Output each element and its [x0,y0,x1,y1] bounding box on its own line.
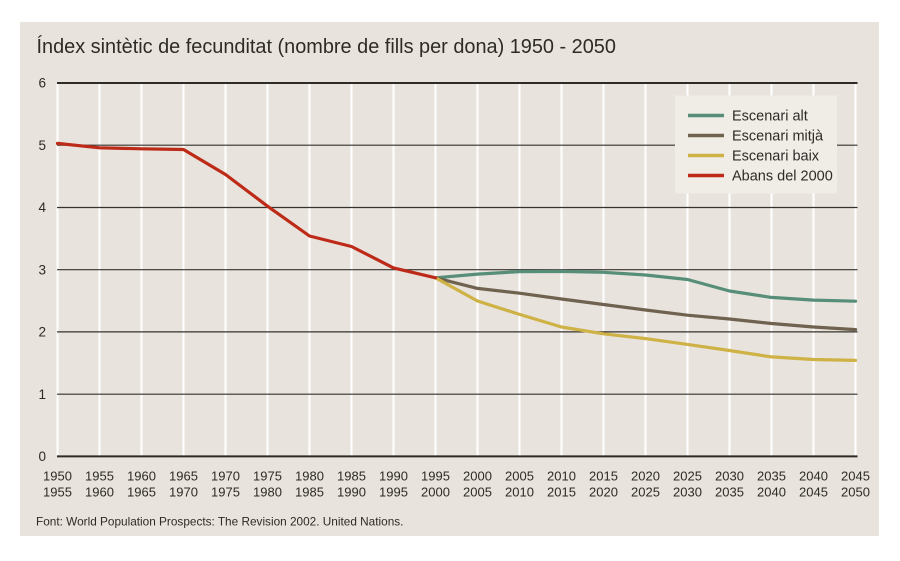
svg-text:1975: 1975 [211,485,240,500]
svg-text:1955: 1955 [43,485,72,500]
svg-text:2010: 2010 [505,485,534,500]
svg-text:1955: 1955 [85,469,114,484]
svg-text:3: 3 [38,262,46,277]
svg-text:1995: 1995 [379,485,408,500]
svg-text:1995: 1995 [421,469,450,484]
svg-text:1970: 1970 [169,485,198,500]
svg-text:0: 0 [38,449,46,464]
svg-text:2000: 2000 [421,485,450,500]
svg-text:1980: 1980 [253,485,282,500]
svg-text:2045: 2045 [841,469,870,484]
svg-text:2045: 2045 [799,485,828,500]
svg-text:2020: 2020 [631,469,660,484]
svg-text:1985: 1985 [295,485,324,500]
svg-text:1965: 1965 [169,469,198,484]
svg-text:2005: 2005 [463,485,492,500]
svg-text:2030: 2030 [715,469,744,484]
svg-text:1960: 1960 [127,469,156,484]
svg-text:1960: 1960 [85,485,114,500]
svg-text:6: 6 [38,76,46,91]
svg-text:5: 5 [38,138,46,153]
svg-text:1970: 1970 [211,469,240,484]
svg-text:4: 4 [38,200,46,215]
svg-text:2005: 2005 [505,469,534,484]
svg-text:2010: 2010 [547,469,576,484]
svg-text:1975: 1975 [253,469,282,484]
svg-text:1990: 1990 [337,485,366,500]
svg-text:1: 1 [38,387,46,402]
svg-text:2020: 2020 [589,485,618,500]
svg-text:Escenari baix: Escenari baix [732,149,820,165]
svg-text:Escenari mitjà: Escenari mitjà [732,129,824,145]
svg-text:1965: 1965 [127,485,156,500]
svg-text:1980: 1980 [295,469,324,484]
svg-text:2000: 2000 [463,469,492,484]
svg-text:2025: 2025 [673,469,702,484]
svg-text:2050: 2050 [841,485,870,500]
svg-text:2025: 2025 [631,485,660,500]
svg-text:2: 2 [38,325,46,340]
svg-text:2035: 2035 [757,469,786,484]
svg-text:2030: 2030 [673,485,702,500]
svg-text:1990: 1990 [379,469,408,484]
svg-text:2035: 2035 [715,485,744,500]
svg-text:2015: 2015 [589,469,618,484]
svg-text:1985: 1985 [337,469,366,484]
svg-text:Font: World Population Prospec: Font: World Population Prospects: The Re… [36,515,403,529]
svg-text:2040: 2040 [799,469,828,484]
svg-text:2040: 2040 [757,485,786,500]
svg-text:2015: 2015 [547,485,576,500]
svg-text:Índex sintètic de fecunditat (: Índex sintètic de fecunditat (nombre de … [37,35,616,58]
svg-text:1950: 1950 [43,469,72,484]
svg-text:Escenari alt: Escenari alt [732,109,808,125]
svg-text:Abans del 2000: Abans del 2000 [732,169,833,185]
